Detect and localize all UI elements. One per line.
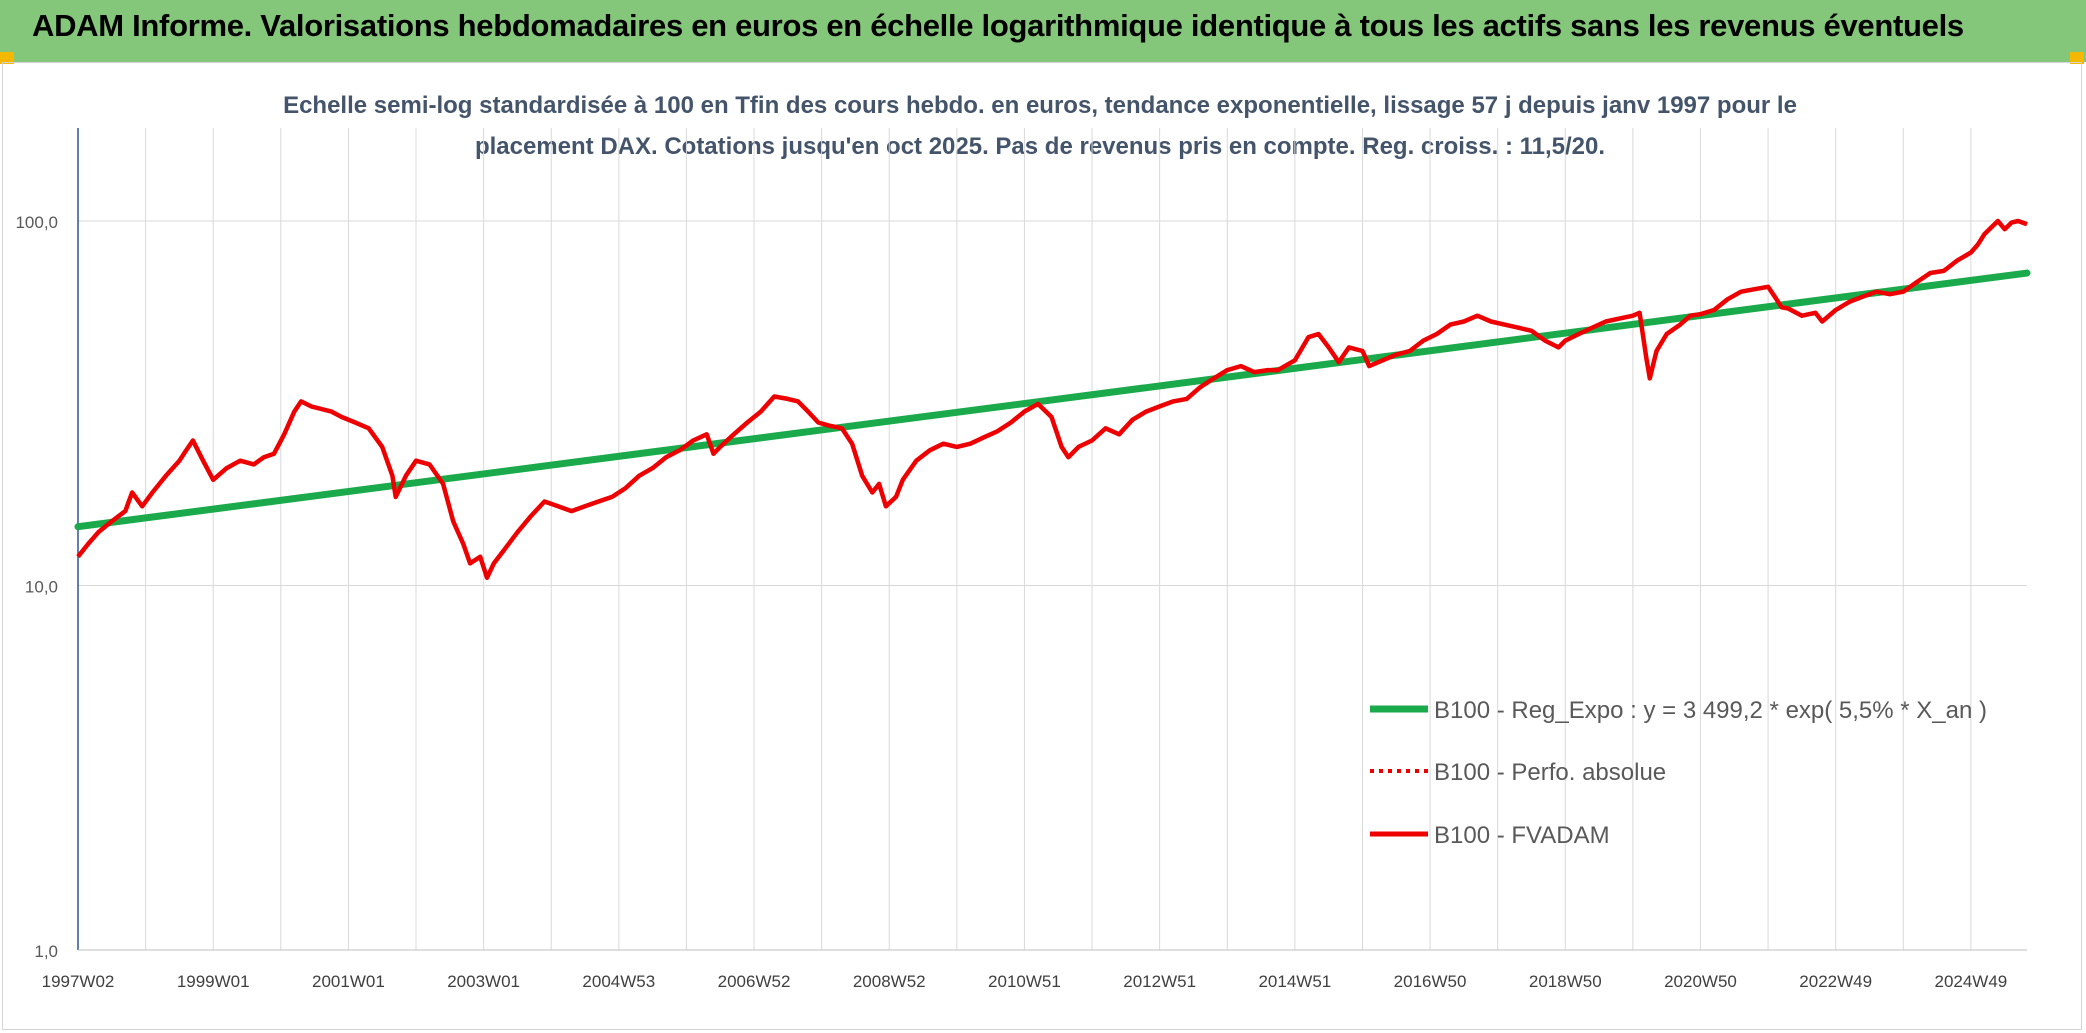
x-tick-label: 2024W49 (1934, 972, 2007, 991)
x-tick-label: 2020W50 (1664, 972, 1737, 991)
x-tick-label: 2006W52 (718, 972, 791, 991)
x-tick-label: 2001W01 (312, 972, 385, 991)
x-tick-label: 2014W51 (1258, 972, 1331, 991)
x-tick-label: 2018W50 (1529, 972, 1602, 991)
x-tick-label: 2016W50 (1394, 972, 1467, 991)
legend-label: B100 - FVADAM (1434, 822, 1610, 849)
series-lines (74, 218, 2031, 581)
legend-label: B100 - Reg_Expo : y = 3 499,2 * exp( 5,5… (1434, 697, 1987, 724)
corner-marker-right (2070, 52, 2084, 64)
x-tick-label: 2010W51 (988, 972, 1061, 991)
x-tick-label: 2004W53 (582, 972, 655, 991)
chart-subtitle-line1: Echelle semi-log standardisée à 100 en T… (283, 92, 1797, 119)
x-tick-label: 2012W51 (1123, 972, 1196, 991)
title-banner: ADAM Informe. Valorisations hebdomadaire… (0, 0, 2086, 62)
tick-labels: 1,0 10,0 100,0 1997W02 1999W01 2001W01 2003W01… (15, 213, 2007, 991)
x-tick-label: 2003W01 (447, 972, 520, 991)
regression-line (74, 269, 2031, 531)
legend-label: B100 - Perfo. absolue (1434, 759, 1666, 786)
chart-subtitle-line2: placement DAX. Cotations jusqu'en oct 20… (474, 133, 1606, 160)
legend: B100 - Reg_Expo : y = 3 499,2 * exp( 5,5… (1370, 697, 1987, 849)
x-tick-label: 1997W02 (42, 972, 115, 991)
y-tick-label: 1,0 (34, 942, 58, 961)
y-tick-label: 10,0 (25, 578, 58, 597)
corner-marker-left (0, 52, 14, 64)
page-title: ADAM Informe. Valorisations hebdomadaire… (32, 8, 1964, 43)
fvadam-line (76, 218, 2028, 581)
x-tick-label: 2022W49 (1799, 972, 1872, 991)
x-tick-label: 1999W01 (177, 972, 250, 991)
y-tick-label: 100,0 (15, 213, 58, 232)
grid-lines (77, 128, 2027, 951)
x-tick-label: 2008W52 (853, 972, 926, 991)
axes (77, 128, 2027, 951)
chart-frame (2, 62, 2082, 1030)
